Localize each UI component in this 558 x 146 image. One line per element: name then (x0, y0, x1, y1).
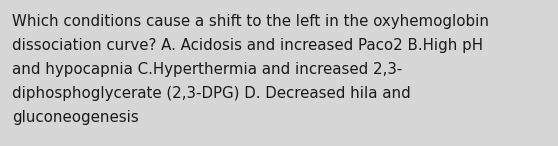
Text: Which conditions cause a shift to the left in the oxyhemoglobin: Which conditions cause a shift to the le… (12, 14, 489, 29)
Text: and hypocapnia C.Hyperthermia and increased 2,3-: and hypocapnia C.Hyperthermia and increa… (12, 62, 402, 77)
Text: dissociation curve? A. Acidosis and increased Paco2 B.High pH: dissociation curve? A. Acidosis and incr… (12, 38, 483, 53)
Text: diphosphoglycerate (2,3-DPG) D. Decreased hila and: diphosphoglycerate (2,3-DPG) D. Decrease… (12, 86, 411, 101)
Text: gluconeogenesis: gluconeogenesis (12, 110, 139, 125)
